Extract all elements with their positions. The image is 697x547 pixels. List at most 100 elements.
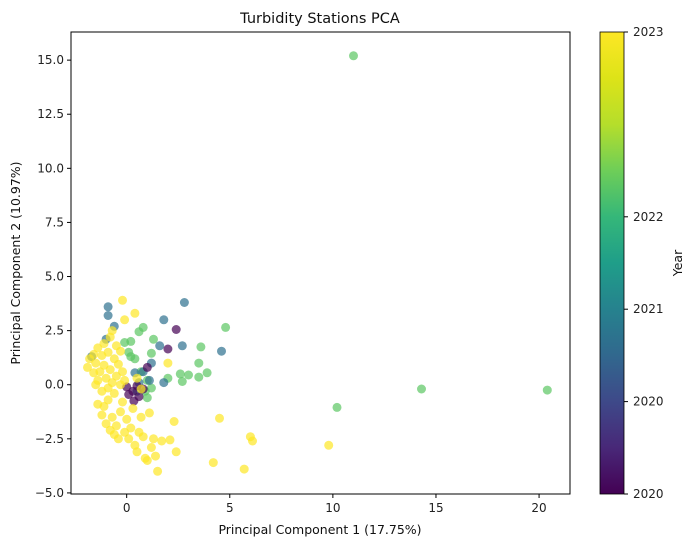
scatter-point bbox=[132, 447, 142, 457]
scatter-point bbox=[217, 346, 226, 356]
scatter-point bbox=[332, 402, 342, 412]
scatter-point bbox=[163, 358, 173, 368]
scatter-point bbox=[116, 346, 125, 356]
scatter-point bbox=[103, 311, 113, 320]
scatter-point bbox=[129, 396, 139, 406]
scatter-point bbox=[126, 352, 136, 362]
scatter-point bbox=[144, 408, 154, 418]
scatter-point bbox=[118, 397, 127, 407]
y-tick-label: 12.5 bbox=[37, 107, 64, 121]
scatter-point bbox=[194, 372, 204, 382]
y-tick-label: −5.0 bbox=[35, 486, 64, 500]
scatter-point bbox=[99, 401, 109, 411]
scatter-point bbox=[113, 434, 123, 444]
scatter-point bbox=[151, 451, 160, 461]
scatter-point bbox=[175, 369, 185, 379]
scatter-point bbox=[105, 365, 115, 375]
scatter-point bbox=[97, 386, 107, 396]
colorbar bbox=[599, 31, 625, 495]
scatter-point bbox=[165, 435, 175, 445]
scatter-point bbox=[146, 443, 156, 452]
scatter-point bbox=[109, 388, 119, 398]
scatter-point bbox=[169, 417, 179, 426]
scatter-point bbox=[128, 404, 138, 413]
x-axis-ticks: 0 5 10 15 20 bbox=[123, 494, 547, 515]
scatter-point bbox=[118, 367, 127, 377]
scatter-point bbox=[130, 308, 140, 318]
scatter-point bbox=[134, 327, 144, 337]
scatter-point bbox=[159, 378, 169, 388]
scatter-point bbox=[171, 325, 181, 334]
scatter-point bbox=[179, 298, 189, 307]
x-axis-label: Principal Component 1 (17.75%) bbox=[218, 522, 421, 537]
scatter-point bbox=[196, 342, 206, 352]
scatter-point bbox=[107, 412, 117, 422]
x-tick-label: 5 bbox=[226, 501, 234, 515]
scatter-point bbox=[202, 368, 212, 378]
scatter-point bbox=[95, 367, 105, 377]
scatter-point bbox=[144, 375, 154, 385]
scatter-point bbox=[138, 432, 148, 442]
scatter-point bbox=[163, 344, 173, 354]
scatter-point bbox=[103, 395, 113, 405]
y-tick-label: 2.5 bbox=[45, 324, 64, 338]
scatter-point bbox=[103, 302, 113, 312]
colorbar-ticks: 2020 2020 2021 2022 2023 bbox=[624, 25, 664, 501]
colorbar-label: Year bbox=[670, 249, 685, 277]
plot-frame bbox=[70, 31, 571, 495]
scatter-point bbox=[171, 447, 181, 457]
scatter-point bbox=[542, 385, 552, 395]
scatter-point bbox=[93, 343, 103, 353]
scatter-point bbox=[153, 466, 163, 476]
scatter-point bbox=[113, 359, 123, 369]
scatter-point bbox=[184, 370, 193, 380]
scatter-point bbox=[122, 414, 132, 424]
scatter-point bbox=[349, 51, 358, 61]
chart-title: Turbidity Stations PCA bbox=[239, 11, 400, 27]
x-tick-label: 20 bbox=[531, 501, 546, 515]
scatter-point bbox=[91, 380, 101, 390]
scatter-point bbox=[120, 375, 130, 385]
x-tick-label: 0 bbox=[123, 501, 131, 515]
scatter-point bbox=[149, 434, 158, 444]
scatter-point bbox=[103, 347, 113, 357]
scatter-point bbox=[120, 315, 130, 325]
colorbar-tick-label: 2020 bbox=[633, 395, 664, 409]
scatter-point bbox=[142, 362, 152, 372]
colorbar-tick-label: 2021 bbox=[633, 302, 664, 316]
scatter-point bbox=[208, 458, 218, 468]
scatter-point bbox=[149, 334, 158, 344]
y-tick-label: 7.5 bbox=[45, 215, 64, 229]
scatter-point bbox=[91, 358, 101, 368]
scatter-point bbox=[324, 440, 334, 450]
scatter-point bbox=[97, 410, 107, 420]
scatter-point bbox=[221, 322, 231, 332]
scatter-point bbox=[177, 377, 187, 386]
x-tick-label: 15 bbox=[428, 501, 443, 515]
colorbar-tick-label: 2022 bbox=[633, 210, 664, 224]
scatter-point bbox=[146, 383, 156, 393]
y-tick-label: −2.5 bbox=[35, 432, 64, 446]
scatter-point bbox=[215, 413, 224, 423]
scatter-point bbox=[101, 419, 111, 429]
scatter-point bbox=[142, 456, 152, 465]
scatter-point bbox=[194, 358, 204, 368]
y-tick-label: 0.0 bbox=[45, 378, 64, 392]
scatter-points bbox=[83, 51, 552, 476]
y-axis-ticks: −5.0 −2.5 0.0 2.5 5.0 7.5 10.0 12.5 15.0 bbox=[35, 53, 71, 500]
scatter-point bbox=[120, 338, 130, 347]
x-tick-label: 10 bbox=[325, 501, 340, 515]
scatter-point bbox=[136, 412, 146, 422]
scatter-point bbox=[124, 434, 134, 444]
scatter-point bbox=[120, 427, 130, 437]
y-tick-label: 5.0 bbox=[45, 270, 64, 284]
scatter-point bbox=[417, 384, 426, 394]
scatter-point bbox=[118, 295, 127, 305]
scatter-point bbox=[132, 373, 142, 383]
scatter-point bbox=[157, 436, 167, 446]
colorbar-tick-label: 2020 bbox=[633, 487, 664, 501]
scatter-point bbox=[111, 421, 121, 431]
scatter-point bbox=[142, 393, 152, 403]
scatter-point bbox=[116, 407, 125, 417]
